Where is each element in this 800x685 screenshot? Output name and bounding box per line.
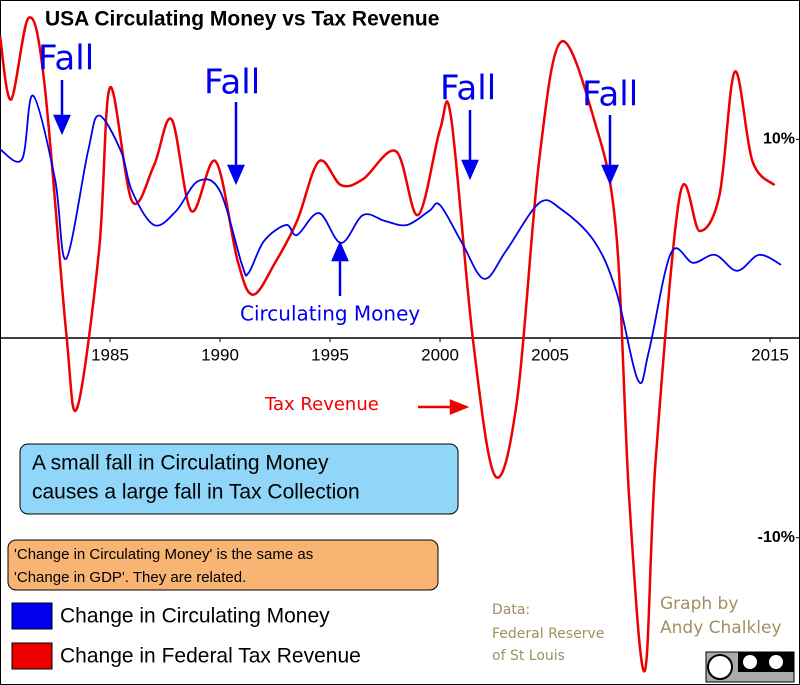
series-line [0,16,776,673]
license-badge [705,651,795,683]
note-text: 'Change in Circulating Money' is the sam… [14,546,313,563]
annotation: Fall [38,39,94,79]
chart-title: USA Circulating Money vs Tax Revenue [45,8,439,31]
x-tick-label: 2000 [421,345,459,364]
note-box [7,539,439,591]
x-tick-label: 1985 [91,345,129,364]
legend-swatch [11,642,53,670]
annotation: Fall [204,63,260,103]
callout-text: A small fall in Circulating Money [32,452,329,475]
credit: Andy Chalkley [660,618,782,638]
legend: Change in Circulating Money Change in Fed… [11,602,361,670]
callout-text: causes a large fall in Tax Collection [32,481,360,504]
y-tick-label: 10% [763,131,795,148]
annotation: Tax Revenue [264,394,379,415]
arrows [53,80,619,415]
source: of St Louis [492,648,565,664]
x-tick-label: 1995 [311,345,349,364]
plot [0,16,800,673]
annotation: Circulating Money [240,302,420,326]
x-tick-label: 2015 [751,345,789,364]
legend-label: Change in Federal Tax Revenue [60,645,361,668]
note-text: 'Change in GDP'. They are related. [14,569,246,586]
annotation: Fall [440,69,496,109]
x-tick-label: 2005 [531,345,569,364]
source: Data: [492,602,530,618]
annotation: Fall [582,75,638,115]
legend-swatch [11,602,53,630]
callout-box [19,443,459,515]
y-tick-label: -10% [758,529,795,546]
credit: Graph by [660,594,738,614]
source: Federal Reserve [492,626,604,642]
legend-label: Change in Circulating Money [60,605,330,628]
x-tick-label: 1990 [201,345,239,364]
series-line [0,94,782,384]
